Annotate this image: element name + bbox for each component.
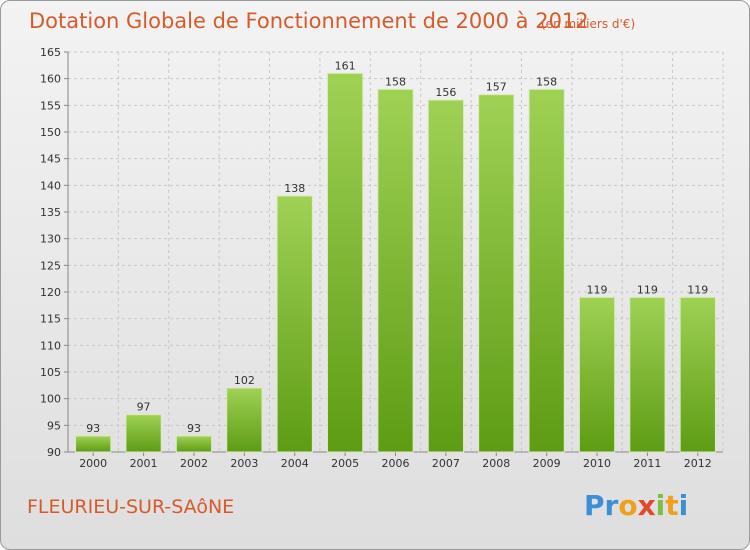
value-label: 93	[86, 422, 100, 435]
logo-letter: o	[618, 489, 638, 522]
x-tick-label: 2011	[633, 457, 661, 470]
value-label: 119	[587, 283, 608, 296]
value-label: 158	[385, 75, 406, 88]
bar-2008	[478, 94, 515, 453]
y-tick-label: 100	[40, 393, 61, 406]
bar-2003	[226, 387, 263, 453]
bar-2006	[377, 88, 414, 453]
x-tick-label: 2010	[583, 457, 611, 470]
y-tick-label: 90	[47, 446, 61, 459]
value-label: 156	[435, 86, 456, 99]
logo-letter: x	[637, 489, 656, 522]
logo-letter: P	[584, 489, 605, 522]
bar-2005	[326, 72, 364, 453]
y-tick-label: 95	[47, 419, 61, 432]
value-label: 158	[536, 75, 557, 88]
bar-2004	[276, 195, 313, 453]
value-label: 93	[187, 422, 201, 435]
x-tick-label: 2002	[180, 457, 208, 470]
x-tick-label: 2000	[79, 457, 107, 470]
y-tick-label: 160	[40, 73, 61, 86]
y-tick-label: 155	[40, 99, 61, 112]
x-tick-label: 2008	[482, 457, 510, 470]
bars	[75, 72, 716, 453]
logo-letter: i	[655, 489, 666, 522]
bar-2000	[75, 435, 112, 453]
y-tick-label: 115	[40, 313, 61, 326]
value-label: 119	[687, 283, 708, 296]
y-tick-label: 125	[40, 259, 61, 272]
y-tick-label: 110	[40, 339, 61, 352]
x-tick-label: 2003	[230, 457, 258, 470]
value-label: 161	[335, 59, 356, 72]
x-tick-label: 2005	[331, 457, 359, 470]
bar-2001	[125, 414, 162, 453]
y-tick-label: 140	[40, 179, 61, 192]
value-label: 157	[486, 81, 507, 94]
y-tick-label: 150	[40, 126, 61, 139]
x-tick-label: 2004	[281, 457, 309, 470]
y-tick-label: 120	[40, 286, 61, 299]
x-tick-label: 2006	[382, 457, 410, 470]
value-label: 138	[284, 182, 305, 195]
value-label: 102	[234, 374, 255, 387]
x-tick-label: 2001	[130, 457, 158, 470]
y-tick-label: 105	[40, 366, 61, 379]
labels: 90 95 100 105 110 115 120 125 130 135 140 145 150 155…	[40, 46, 712, 470]
bar-2009	[528, 88, 565, 453]
chart-title: Dotation Globale de Fonctionnement de 20…	[29, 9, 589, 33]
y-tick-label: 145	[40, 153, 61, 166]
chart-subtitle: (en milliers d'€)	[541, 17, 636, 31]
logo-letter: t	[665, 489, 679, 522]
logo-letter: i	[678, 489, 689, 522]
value-label: 97	[137, 401, 151, 414]
y-tick-label: 165	[40, 46, 61, 59]
logo-letter: r	[604, 489, 619, 522]
proxiti-logo: Proxiti	[584, 489, 688, 522]
bar-2007	[427, 99, 465, 453]
x-tick-label: 2009	[533, 457, 561, 470]
bar-2012	[679, 296, 716, 453]
bar-2002	[175, 435, 213, 453]
y-tick-label: 135	[40, 206, 61, 219]
y-tick-label: 130	[40, 233, 61, 246]
bar-2010	[578, 296, 616, 453]
bar-2011	[629, 296, 666, 453]
commune-name: FLEURIEU-SUR-SAôNE	[27, 496, 235, 518]
x-tick-label: 2007	[432, 457, 460, 470]
value-label: 119	[637, 283, 658, 296]
x-tick-label: 2012	[684, 457, 712, 470]
